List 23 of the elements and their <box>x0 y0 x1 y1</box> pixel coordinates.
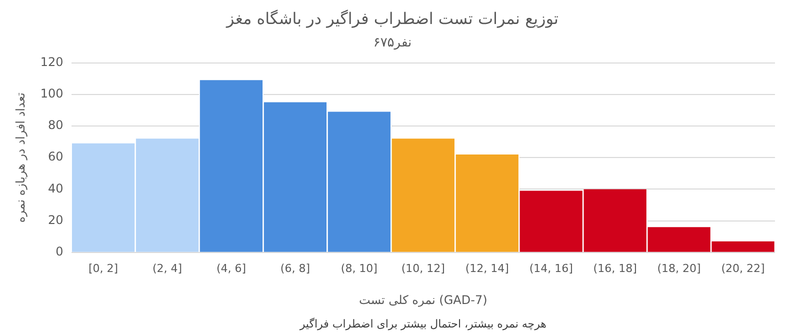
y-tick-label: 120 <box>40 54 64 69</box>
x-tick-label: (10, 12] <box>401 262 445 275</box>
y-axis-title: تعداد افراد در هربازه نمره <box>13 92 28 223</box>
x-tick-label: (8, 10] <box>340 262 378 275</box>
x-tick-label: (4, 6] <box>216 262 246 275</box>
y-tick-label: 60 <box>48 150 64 164</box>
x-tick-label: (16, 18] <box>593 262 637 275</box>
x-axis-title: نمره کلی تست (GAD-7) <box>359 292 488 307</box>
y-tick-label: 40 <box>48 181 64 196</box>
y-tick-label: 20 <box>48 212 64 227</box>
text: هرچه نمره بیشتر، احتمال بیشتر برای اضطراب فراگیر <box>298 317 547 330</box>
chart-subtitle: ۶۷۵نفر <box>373 35 412 50</box>
y-tick-label: 0 <box>56 244 64 259</box>
x-tick-label: (20, 22] <box>721 262 765 275</box>
x-tick-label: [0, 2] <box>88 262 118 275</box>
chart-title: توزیع نمرات تست اضطراب فراگیر در باشگاه مغز <box>226 8 558 28</box>
x-tick-label: (2, 4] <box>152 262 182 275</box>
x-tick-label: (14, 16] <box>529 262 573 275</box>
x-tick-label: (12, 14] <box>465 262 509 275</box>
x-tick-label: (6, 8] <box>280 262 310 275</box>
x-tick-label: (18, 20] <box>657 262 701 275</box>
y-tick-label: 80 <box>48 118 64 132</box>
y-tick-label: 100 <box>40 86 64 101</box>
